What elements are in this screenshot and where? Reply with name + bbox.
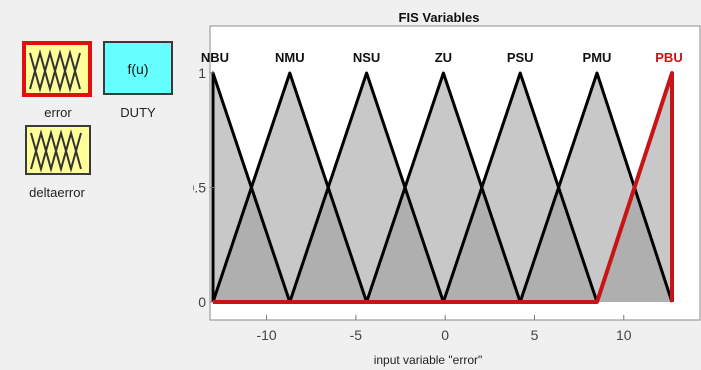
x-tick-label: 5 bbox=[531, 327, 539, 343]
mf-fills bbox=[213, 73, 672, 302]
input-variable-deltaerror-button[interactable] bbox=[25, 125, 91, 175]
mf-line-nmu[interactable] bbox=[211, 71, 369, 303]
x-axis-title: input variable "error" bbox=[374, 353, 483, 367]
mf-label-nsu[interactable]: NSU bbox=[353, 50, 380, 65]
input-variable-error-label: error bbox=[44, 105, 72, 120]
mf-lines bbox=[211, 71, 674, 304]
mf-label-zu[interactable]: ZU bbox=[435, 50, 452, 65]
output-variable-duty-button[interactable]: f(u) bbox=[103, 41, 173, 95]
x-tick-label: -10 bbox=[256, 327, 276, 343]
mf-label-nbu[interactable]: NBU bbox=[201, 50, 229, 65]
mf-line-psu[interactable] bbox=[441, 71, 599, 303]
x-tick-label: 0 bbox=[441, 327, 449, 343]
y-axis-ticks: 00.51 bbox=[193, 65, 214, 310]
mf-label-nmu[interactable]: NMU bbox=[275, 50, 305, 65]
x-axis-ticks: -10 -5 0 5 10 bbox=[256, 315, 632, 343]
input-variable-deltaerror-label: deltaerror bbox=[29, 185, 85, 200]
input-variable-error-button[interactable] bbox=[22, 41, 92, 97]
membership-functions-icon bbox=[30, 129, 82, 173]
mf-label-pbu[interactable]: PBU bbox=[655, 50, 682, 65]
mf-labels: NBU NMU NSU ZU PSU PMU PBU bbox=[201, 50, 683, 65]
fis-variables-plot-panel: FIS Variables NBU NMU NSU ZU PSU PMU PBU -10 -5… bbox=[193, 0, 701, 370]
y-tick-label: 0.5 bbox=[193, 180, 206, 196]
x-tick-label: 10 bbox=[616, 327, 632, 343]
mf-line-pbu[interactable] bbox=[213, 71, 674, 304]
x-tick-label: -5 bbox=[350, 327, 363, 343]
mf-area-pbu bbox=[213, 73, 672, 302]
mf-label-psu[interactable]: PSU bbox=[507, 50, 534, 65]
mf-line-zu[interactable] bbox=[365, 71, 522, 303]
function-symbol: f(u) bbox=[127, 61, 149, 77]
plot-title: FIS Variables bbox=[399, 10, 480, 25]
y-tick-label: 1 bbox=[198, 65, 206, 81]
y-tick-label: 0 bbox=[198, 294, 206, 310]
mf-line-nsu[interactable] bbox=[288, 71, 445, 303]
membership-functions-icon bbox=[29, 49, 81, 93]
mf-line-pmu[interactable] bbox=[518, 71, 674, 303]
output-variable-duty-label: DUTY bbox=[120, 105, 156, 120]
mf-label-pmu[interactable]: PMU bbox=[583, 50, 612, 65]
membership-function-plot[interactable]: FIS Variables NBU NMU NSU ZU PSU PMU PBU -10 -5… bbox=[193, 0, 701, 370]
